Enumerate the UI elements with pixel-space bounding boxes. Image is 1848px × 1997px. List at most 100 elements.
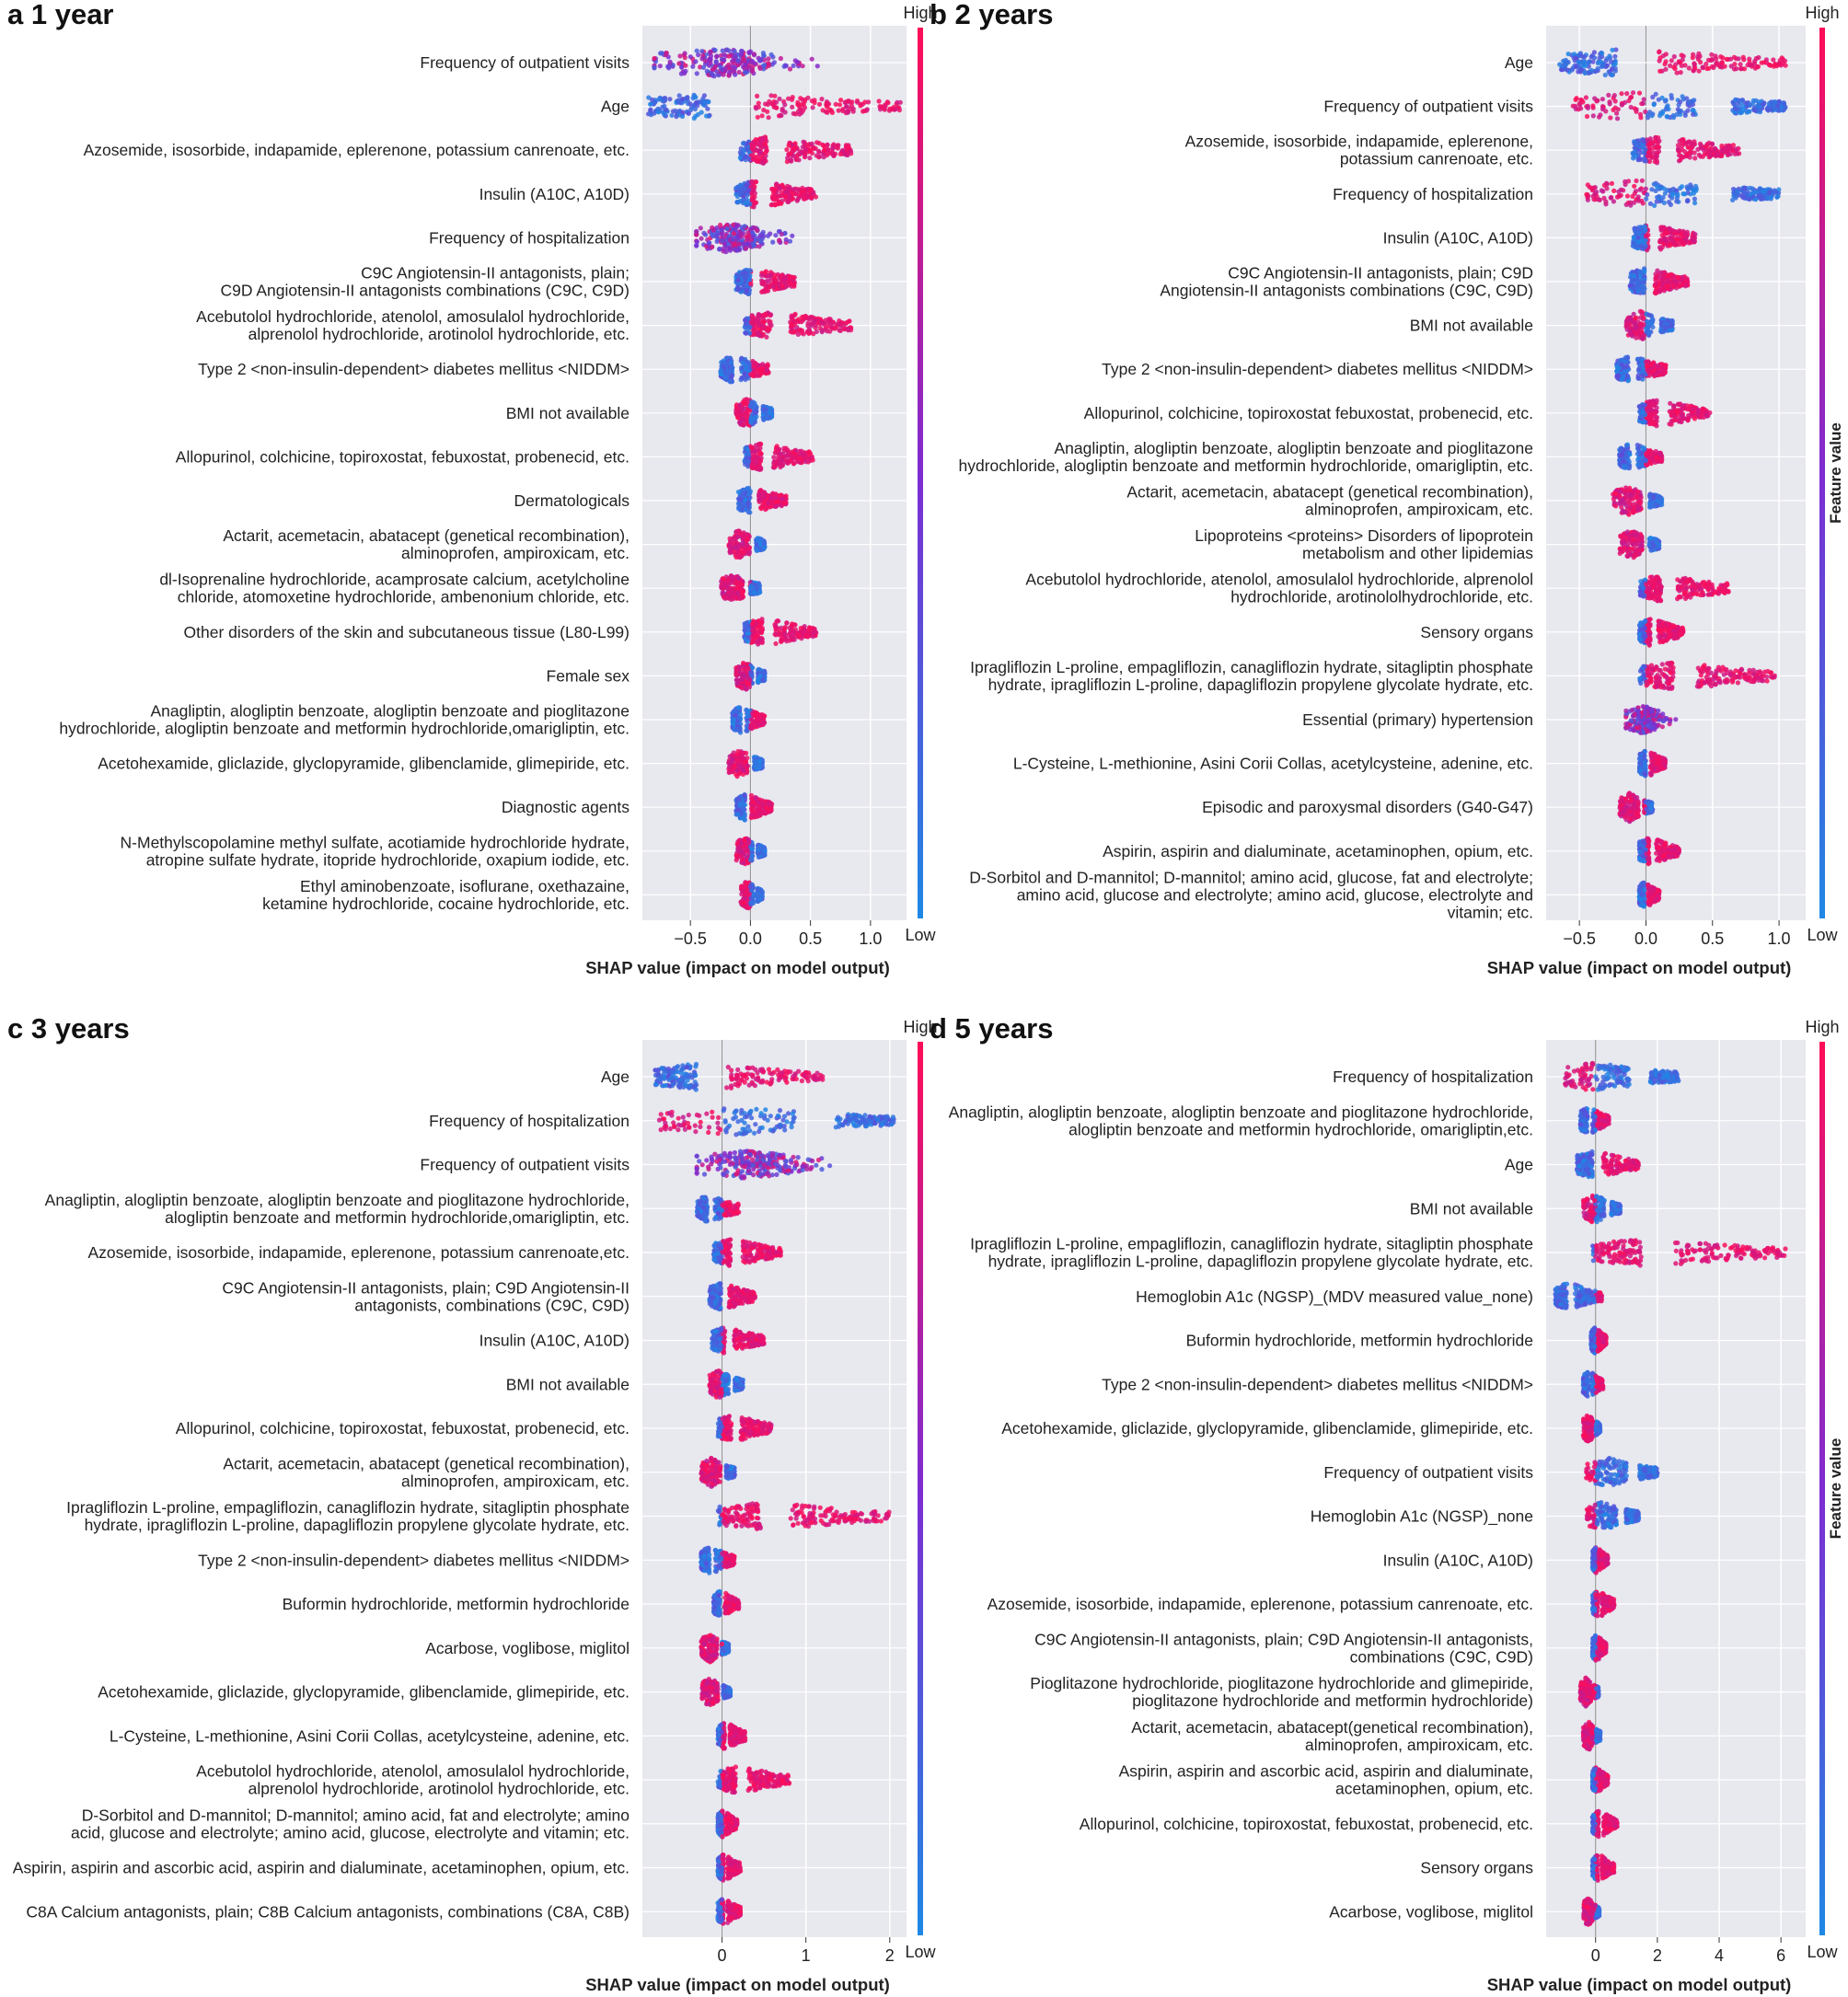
shap-point [744,246,748,250]
shap-point [694,229,699,234]
shap-point [767,99,771,104]
shap-point [782,102,787,107]
shap-point [683,55,687,60]
shap-point [726,242,731,247]
shap-point [757,101,761,106]
shap-point [761,161,766,166]
shap-point [683,69,687,74]
shap-point [683,63,687,68]
shap-point [713,48,718,52]
shap-point [705,107,710,111]
shap-point [722,73,726,77]
shap-point [769,323,774,328]
shap-point [837,318,841,323]
shap-point [745,241,750,246]
shap-point [754,106,758,110]
shap-point [673,109,677,113]
shap-point [793,58,798,63]
shap-point [791,329,796,334]
shap-point [732,58,736,63]
shap-point [817,102,822,107]
shap-point [801,63,805,68]
shap-point [738,185,743,190]
shap-point [761,230,766,235]
shap-point [803,196,807,201]
feature-label: Type 2 <non-insulin-dependent> diabetes … [198,360,629,378]
shap-point [648,109,653,113]
shap-point [798,96,803,100]
shap-point [731,237,735,242]
shap-point [664,108,668,112]
shap-point [763,270,768,274]
shap-point [761,51,766,55]
shap-point [736,59,741,63]
shap-point [735,200,740,204]
shap-point [790,234,794,238]
shap-point [788,66,792,71]
shap-point [699,237,704,241]
shap-point [792,145,797,150]
shap-point [658,63,663,68]
shap-point [773,233,778,237]
shap-point [755,94,759,98]
shap-point [690,96,695,100]
shap-point [787,194,791,199]
shap-point [727,53,732,58]
shap-point [699,225,703,230]
shap-point [877,104,882,109]
shap-point [779,56,783,61]
shap-point [766,56,770,61]
shap-point [667,63,672,68]
shap-point [721,49,725,53]
shap-point [744,331,748,336]
shap-point [754,237,758,242]
shap-point [741,283,745,287]
shap-point [825,321,829,326]
shap-point [780,283,785,288]
shap-point [760,113,765,118]
shap-point [758,66,763,71]
shap-point [694,100,699,105]
feature-label: C9D Angiotensin-II antagonists combinati… [220,282,629,300]
shap-point [791,187,796,191]
shap-point [803,315,808,319]
shap-point [845,109,849,113]
shap-point [652,65,656,70]
shap-point [767,115,771,120]
shap-point [862,109,867,113]
shap-point [759,273,764,278]
shap-point [751,156,756,161]
shap-point [808,188,813,192]
shap-point [777,276,781,281]
shap-point [789,157,793,162]
shap-point [763,284,768,289]
shap-point [701,65,706,70]
shap-point [694,244,699,248]
feature-label: Insulin (A10C, A10D) [479,185,629,203]
shap-point [733,49,737,53]
shap-point [718,223,722,227]
shap-point [706,241,710,246]
shap-point [817,155,822,159]
shap-point [764,289,768,294]
shap-point [761,108,766,112]
shap-point [695,239,699,244]
shap-point [885,100,890,105]
shap-point [757,244,762,248]
shap-point [770,54,775,59]
shap-point [795,102,800,107]
shap-point [829,109,834,113]
shap-point [807,329,812,333]
shap-point [780,232,784,237]
shap-point [784,237,789,242]
shap-point [786,97,791,101]
shap-point [796,317,801,321]
shap-point [662,96,666,100]
shap-point [821,144,826,148]
shap-point [844,320,849,325]
shap-point [757,150,762,155]
shap-point [744,322,748,327]
shap-point [750,230,755,235]
shap-point [725,226,730,231]
shap-point [837,109,841,113]
